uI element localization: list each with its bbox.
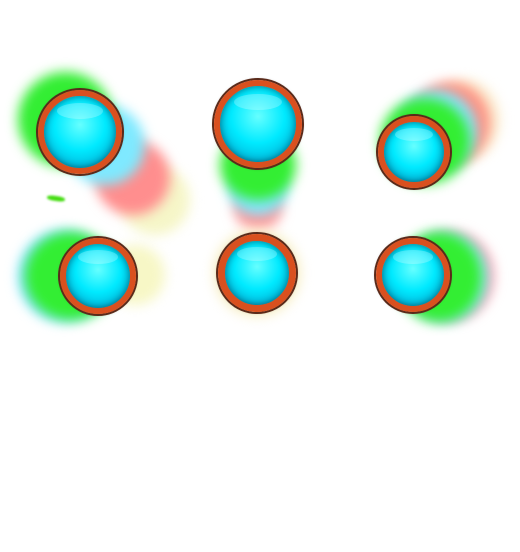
orb-row2-col2[interactable] <box>170 220 350 410</box>
orb-row2-col3[interactable] <box>340 220 520 410</box>
orb-row1-col2[interactable] <box>170 60 350 250</box>
cyan-orb-button[interactable] <box>214 80 302 168</box>
cyan-orb-button[interactable] <box>376 238 450 312</box>
orb-row2-col1[interactable] <box>10 220 190 410</box>
orb-highlight <box>394 128 434 142</box>
cyan-orb-button[interactable] <box>378 116 450 188</box>
cyan-orb-button[interactable] <box>38 90 122 174</box>
orb-highlight <box>56 103 104 120</box>
orb-highlight <box>393 250 433 264</box>
cyan-orb-button[interactable] <box>60 238 136 314</box>
orb-row1-col1[interactable] <box>10 60 190 250</box>
orb-highlight <box>233 93 283 111</box>
orb-highlight <box>236 247 278 262</box>
orb-highlight <box>77 250 119 265</box>
orb-row1-col3[interactable] <box>340 60 520 250</box>
cyan-orb-button[interactable] <box>218 234 296 312</box>
